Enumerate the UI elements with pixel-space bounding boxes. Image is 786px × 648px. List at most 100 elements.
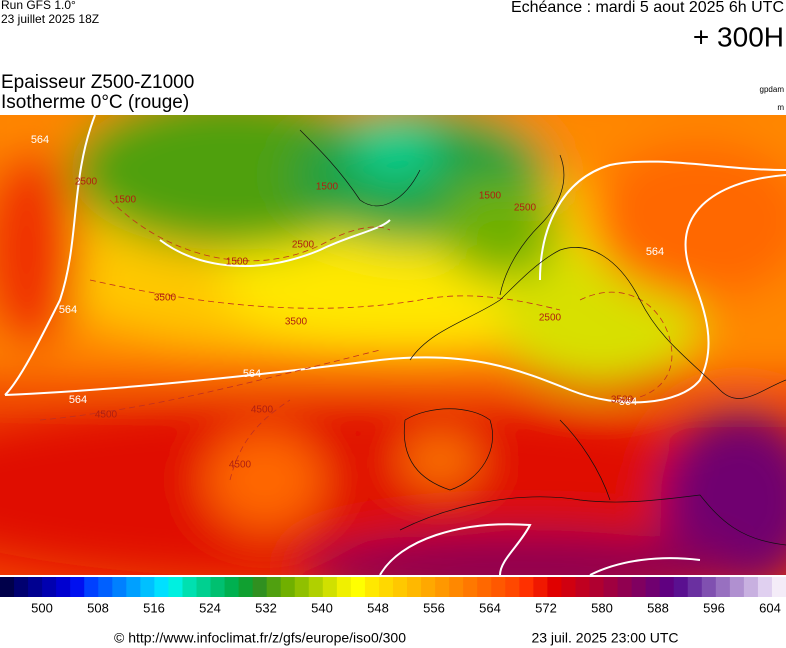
isotherm-label: 1500 xyxy=(316,182,339,193)
colorbar-swatch xyxy=(378,577,394,597)
title-line1: Epaisseur Z500-Z1000 xyxy=(1,72,194,93)
colorbar-tick-label: 588 xyxy=(647,600,669,615)
run-date: 23 juillet 2025 18Z xyxy=(1,12,99,26)
isotherm-label: 2500 xyxy=(539,313,562,324)
colorbar-swatch xyxy=(98,577,113,597)
colorbar-swatch xyxy=(449,577,464,597)
isotherm-label: 3500 xyxy=(285,317,308,328)
colorbar-swatch xyxy=(547,577,562,597)
isotherm-label: 2500 xyxy=(292,240,315,251)
colorbar-swatch xyxy=(407,577,422,597)
isotherm-label: 4500 xyxy=(229,460,252,471)
colorbar-swatch xyxy=(126,577,141,597)
colorbar-swatch xyxy=(238,577,254,597)
colorbar-tick-label: 580 xyxy=(591,600,613,615)
colorbar-tick-label: 508 xyxy=(87,600,109,615)
colorbar-tick-label: 524 xyxy=(199,600,221,615)
colorbar-swatch xyxy=(729,577,745,597)
thickness-contours xyxy=(4,115,786,575)
colorbar-swatch xyxy=(56,577,71,597)
footer-url: © http://www.infoclimat.fr/z/gfs/europe/… xyxy=(114,630,406,646)
thickness-label: 564 xyxy=(31,134,49,146)
colorbar-swatch xyxy=(266,577,282,597)
colorbar-swatch xyxy=(84,577,99,597)
colorbar-tick-label: 500 xyxy=(31,600,53,615)
colorbar-swatch xyxy=(771,577,786,597)
colorbar-swatch xyxy=(70,577,85,597)
colorbar-swatch xyxy=(533,577,548,597)
colorbar-swatch xyxy=(659,577,675,597)
colorbar-swatch xyxy=(589,577,605,597)
map-field xyxy=(0,115,786,575)
isotherm-label: 3500 xyxy=(611,395,634,406)
colorbar-swatch xyxy=(603,577,619,597)
offset: + 300H xyxy=(693,21,784,52)
isotherm-label: 3500 xyxy=(154,293,177,304)
colorbar-swatch xyxy=(631,577,647,597)
colorbar-swatch xyxy=(280,577,296,597)
thickness-label: 564 xyxy=(243,368,261,380)
run-label: Run GFS 1.0° xyxy=(1,0,76,12)
coastlines xyxy=(299,129,786,546)
isotherm-contours xyxy=(39,199,673,481)
isotherm-label: 4500 xyxy=(251,405,274,416)
colorbar-swatch xyxy=(350,577,366,597)
colorbar-swatch xyxy=(393,577,408,597)
colorbar-swatch xyxy=(154,577,169,597)
isotherm-label: 1500 xyxy=(226,257,249,268)
isotherm-label: 2500 xyxy=(75,177,98,188)
unit-thickness: gpdam xyxy=(760,85,785,94)
colorbar-swatch xyxy=(210,577,226,597)
isotherm-label: 1500 xyxy=(114,195,137,206)
thickness-label: 564 xyxy=(59,304,77,316)
colorbar-swatch xyxy=(575,577,590,597)
colorbar-swatch xyxy=(196,577,212,597)
colorbar-swatch xyxy=(421,577,436,597)
colorbar-swatch xyxy=(294,577,310,597)
colorbar-swatch xyxy=(617,577,633,597)
colorbar-swatch xyxy=(140,577,155,597)
colorbar-swatch xyxy=(28,577,43,597)
colorbar-swatch xyxy=(687,577,703,597)
colorbar-swatch xyxy=(336,577,352,597)
colorbar-tick-label: 572 xyxy=(535,600,557,615)
thickness-label: 564 xyxy=(69,394,87,406)
echeance: Echéance : mardi 5 aout 2025 6h UTC xyxy=(511,0,784,16)
colorbar-swatch xyxy=(14,577,29,597)
colorbar-swatch xyxy=(505,577,520,597)
colorbar-swatch xyxy=(561,577,576,597)
map xyxy=(0,115,786,575)
colorbar-swatch xyxy=(673,577,689,597)
colorbar-swatch xyxy=(645,577,661,597)
colorbar-swatch xyxy=(435,577,450,597)
colorbar-swatch xyxy=(224,577,240,597)
colorbar-swatch xyxy=(757,577,773,597)
isotherm-label: 2500 xyxy=(514,203,537,214)
colorbar-swatch xyxy=(477,577,492,597)
title-line2: Isotherme 0°C (rouge) xyxy=(1,92,189,113)
colorbar-swatch xyxy=(364,577,380,597)
colorbar-swatch xyxy=(743,577,759,597)
thickness-label: 564 xyxy=(619,396,637,408)
colorbar-swatch xyxy=(491,577,506,597)
colorbar-tick-label: 604 xyxy=(759,600,781,615)
colorbar-swatch xyxy=(715,577,731,597)
isotherm-label: 1500 xyxy=(479,191,502,202)
colorbar-tick-label: 556 xyxy=(423,600,445,615)
colorbar-tick-label: 532 xyxy=(255,600,277,615)
colorbar-swatch xyxy=(252,577,268,597)
colorbar-swatch xyxy=(519,577,534,597)
colorbar-swatch xyxy=(322,577,338,597)
colorbar-swatch xyxy=(42,577,57,597)
colorbar-swatch xyxy=(0,577,15,597)
colorbar-tick-label: 596 xyxy=(703,600,725,615)
colorbar-swatch xyxy=(182,577,197,597)
colorbar-swatch xyxy=(308,577,324,597)
colorbar-swatch xyxy=(168,577,183,597)
colorbar: 500 508 516 524 532 540 548 556 564 572 580 588 596 6… xyxy=(0,577,786,615)
thickness-label: 564 xyxy=(646,246,664,258)
colorbar-swatch xyxy=(112,577,127,597)
unit-height: m xyxy=(777,103,784,112)
